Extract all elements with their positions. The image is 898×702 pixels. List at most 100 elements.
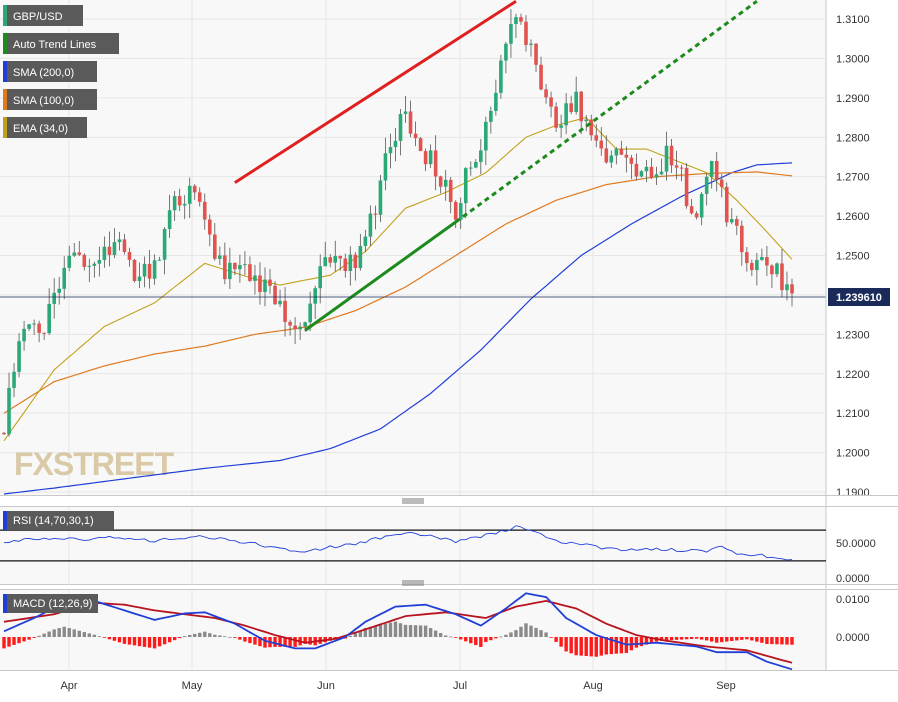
candle-body — [122, 239, 127, 252]
macd-histogram-bar — [499, 636, 503, 638]
main-plot-area[interactable] — [0, 0, 826, 495]
candle-body — [745, 252, 749, 264]
macd-histogram-bar — [709, 637, 714, 642]
macd-histogram-bar — [649, 637, 654, 644]
macd-histogram-bar — [92, 634, 97, 637]
macd-series — [2, 592, 794, 671]
candle-body — [52, 292, 56, 304]
macd-histogram-bar — [157, 637, 162, 647]
candle-body — [755, 259, 759, 271]
macd-histogram-bar — [288, 637, 292, 647]
rsi-line — [3, 525, 793, 561]
macd-histogram-bar — [208, 633, 212, 637]
candle-body — [107, 246, 112, 256]
macd-histogram-bar — [699, 637, 704, 640]
candle-body — [468, 167, 473, 169]
macd-histogram-bar — [725, 637, 729, 642]
candle-body — [699, 193, 704, 218]
candle-body — [283, 300, 287, 322]
macd-histogram-bar — [117, 637, 122, 643]
candle-body — [780, 263, 784, 291]
rsi-plot-area[interactable] — [0, 507, 826, 584]
legend-item[interactable]: GBP/USD — [3, 5, 83, 26]
price-tag: 1.239610 — [828, 288, 890, 306]
candle-body — [644, 166, 649, 172]
candle-body — [17, 341, 21, 372]
sma200-line — [3, 162, 793, 495]
macd-histogram-bar — [258, 637, 262, 647]
candle-body — [614, 148, 619, 156]
candle-body — [97, 260, 102, 264]
macd-histogram-bar — [589, 637, 593, 657]
macd-histogram-bar — [162, 637, 167, 645]
macd-panel-label: MACD (12,26,9) — [3, 594, 98, 613]
macd-histogram-bar — [193, 633, 197, 637]
macd-histogram-bar — [454, 637, 458, 638]
candle-body — [609, 155, 614, 163]
legend-item[interactable]: Auto Trend Lines — [3, 33, 119, 54]
macd-histogram-bar — [2, 637, 6, 649]
candle-body — [544, 89, 548, 98]
y-tick-label: 1.2900 — [836, 93, 870, 105]
macd-line — [3, 592, 793, 671]
macd-histogram-bar — [584, 637, 588, 656]
macd-histogram-bar — [263, 637, 267, 648]
macd-histogram-bar — [775, 637, 779, 645]
candle-body — [192, 185, 197, 193]
legend-item[interactable]: EMA (34,0) — [3, 117, 87, 138]
macd-histogram-bar — [358, 630, 363, 637]
candle-body — [694, 213, 699, 218]
y-tick-label: 1.2100 — [836, 408, 870, 420]
macd-tick-0: 0.0000 — [836, 632, 870, 644]
candle-body — [258, 275, 262, 293]
macd-histogram-bar — [147, 637, 152, 648]
macd-signal-line — [3, 599, 793, 664]
candle-body — [363, 236, 368, 247]
macd-histogram-bar — [423, 625, 428, 637]
macd-histogram-bar — [228, 637, 232, 638]
candle-body — [418, 138, 423, 152]
candle-body — [147, 263, 152, 279]
candle-body — [750, 263, 754, 271]
candle-body — [102, 246, 107, 261]
candle-body — [489, 110, 493, 122]
macd-histogram-bar — [348, 635, 353, 637]
macd-histogram-bar — [253, 637, 257, 645]
macd-histogram-bar — [634, 637, 639, 648]
candle-body — [619, 148, 624, 155]
macd-histogram-bar — [77, 630, 81, 637]
macd-resize-handle[interactable] — [402, 580, 424, 586]
candle-body — [323, 257, 328, 267]
macd-label: MACD (12,26,9) — [13, 598, 92, 610]
main-grid — [0, 0, 826, 495]
candle-body — [388, 147, 393, 154]
macd-histogram-bar — [770, 637, 774, 645]
legend-item[interactable]: SMA (200,0) — [3, 61, 97, 82]
macd-histogram-bar — [398, 623, 403, 637]
macd-histogram-bar — [52, 629, 56, 637]
macd-histogram-bar — [529, 625, 533, 637]
candle-body — [228, 262, 232, 280]
candle-body — [408, 111, 413, 134]
candle-body — [353, 254, 358, 269]
macd-histogram-bar — [459, 637, 463, 640]
x-tick-label: Jun — [317, 680, 335, 692]
macd-plot-area[interactable] — [0, 590, 826, 670]
candle-body — [273, 285, 277, 305]
candle-body — [559, 125, 563, 128]
macd-histogram-bar — [639, 637, 644, 647]
candle-body — [313, 288, 317, 304]
candle-body — [172, 196, 177, 211]
legend-item[interactable]: SMA (100,0) — [3, 89, 97, 110]
candle-body — [790, 284, 794, 294]
macd-histogram-bar — [720, 637, 724, 643]
rsi-tick-50: 50.0000 — [836, 538, 876, 550]
candle-body — [218, 255, 222, 259]
candle-body — [12, 371, 16, 388]
legend-item-swatch — [3, 61, 7, 82]
candle-body — [448, 179, 453, 202]
candle-body — [37, 323, 41, 333]
candle-body — [142, 263, 147, 277]
rsi-resize-handle[interactable] — [402, 498, 424, 504]
y-tick-label: 1.2800 — [836, 132, 870, 144]
